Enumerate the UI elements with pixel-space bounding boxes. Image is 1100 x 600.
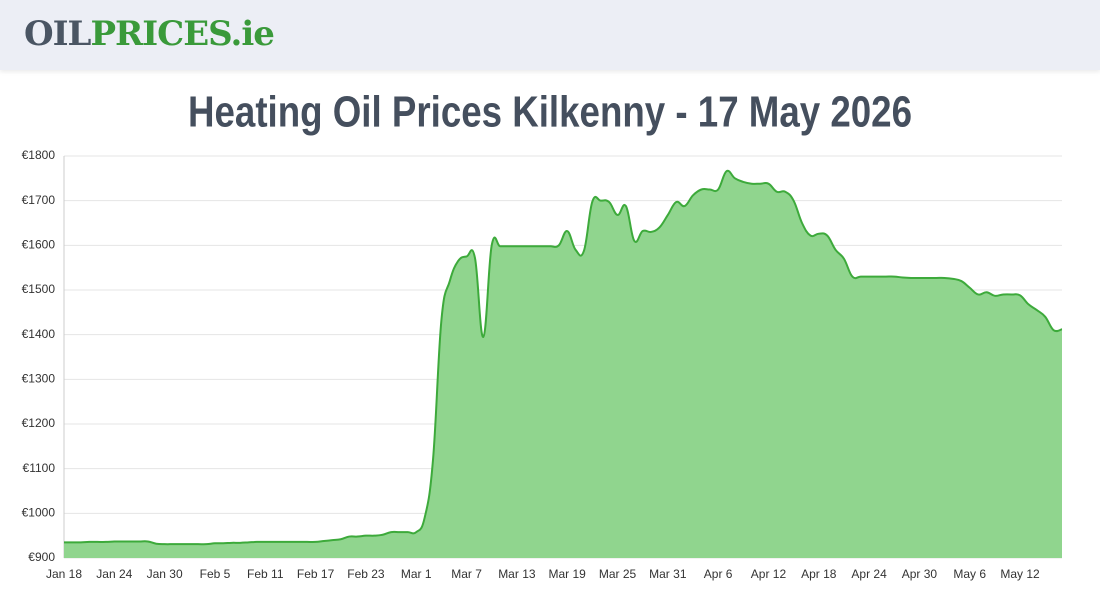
y-tick-label: €1500 <box>22 282 56 296</box>
logo-part: .ie <box>230 14 274 54</box>
logo-part: PRICES <box>90 14 231 54</box>
x-tick-label: May 12 <box>1000 567 1040 581</box>
x-tick-label: Jan 30 <box>147 567 183 581</box>
y-tick-label: €1600 <box>22 238 56 252</box>
x-tick-label: Jan 18 <box>46 567 82 581</box>
x-tick-label: Apr 12 <box>751 567 787 581</box>
x-tick-label: Mar 13 <box>498 567 536 581</box>
y-tick-label: €900 <box>28 550 55 564</box>
x-tick-label: Mar 25 <box>599 567 637 581</box>
header: OILPRICES.ie <box>0 0 1100 70</box>
x-tick-label: Mar 1 <box>401 567 432 581</box>
x-tick-label: Mar 31 <box>649 567 687 581</box>
y-tick-label: €1200 <box>22 416 56 430</box>
x-tick-label: Apr 30 <box>902 567 938 581</box>
x-tick-label: Feb 17 <box>297 567 335 581</box>
x-tick-label: May 6 <box>953 567 986 581</box>
logo-part: OIL <box>24 14 91 54</box>
x-tick-label: Jan 24 <box>96 567 132 581</box>
x-tick-label: Feb 23 <box>347 567 385 581</box>
x-tick-label: Apr 24 <box>851 567 887 581</box>
area <box>64 170 1062 558</box>
y-tick-label: €1100 <box>23 461 56 475</box>
x-tick-label: Feb 5 <box>200 567 231 581</box>
x-tick-label: Apr 6 <box>704 567 733 581</box>
chart: Heating Oil Prices Kilkenny - 17 May 202… <box>22 88 1063 581</box>
line <box>64 169 1063 546</box>
y-tick-label: €1800 <box>22 148 56 162</box>
y-tick-label: €1700 <box>22 193 56 207</box>
x-tick-label: Mar 7 <box>451 567 482 581</box>
logo[interactable]: OILPRICES.ie <box>24 14 275 54</box>
y-tick-label: €1000 <box>22 506 56 520</box>
chart-title: Heating Oil Prices Kilkenny - 17 May 202… <box>188 88 912 137</box>
y-tick-label: €1300 <box>22 372 56 386</box>
x-tick-label: Apr 18 <box>801 567 837 581</box>
x-tick-label: Mar 19 <box>549 567 587 581</box>
y-tick-label: €1400 <box>22 327 56 341</box>
x-tick-label: Feb 11 <box>247 567 284 581</box>
